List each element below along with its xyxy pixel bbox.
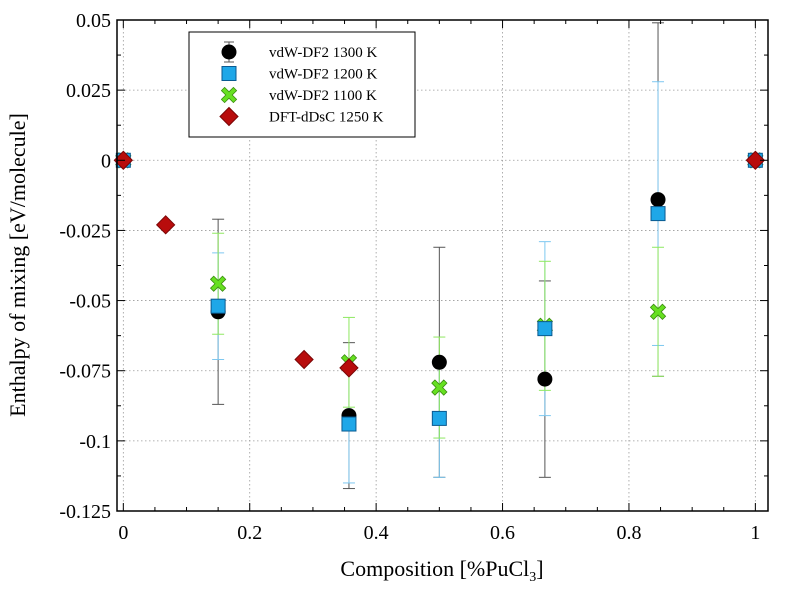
legend-marker xyxy=(221,66,237,81)
data-point xyxy=(431,354,447,370)
x-axis-label-end: ] xyxy=(536,556,543,581)
axis-ticks xyxy=(117,19,768,512)
legend-marker xyxy=(219,106,239,127)
legend-marker xyxy=(221,44,237,60)
data-markers xyxy=(113,150,766,432)
data-point xyxy=(294,349,314,370)
x-axis-label-main: Composition [%PuCl xyxy=(340,556,529,581)
data-point xyxy=(650,206,666,222)
x-axis-label: Composition [%PuCl3] xyxy=(340,556,543,585)
y-tick-label: 0 xyxy=(101,150,111,172)
data-point xyxy=(210,298,226,314)
legend-marker xyxy=(220,86,238,104)
data-point xyxy=(745,150,766,170)
data-point xyxy=(431,379,448,396)
x-tick-label: 0.6 xyxy=(490,522,515,544)
legend-label: vdW-DF2 1100 K xyxy=(269,88,377,104)
x-tick-label: 0.8 xyxy=(616,522,641,544)
x-tick-label: 1 xyxy=(750,522,760,544)
x-tick-label: 0 xyxy=(118,522,128,544)
x-tick-label: 0.2 xyxy=(237,522,262,544)
tick-labels: 0 0.2 0.4 0.6 0.8 1 0.05 0.025 0 -0.025 -0.05 -0.07… xyxy=(59,10,760,544)
legend-label: vdW-DF2 1300 K xyxy=(269,45,378,61)
y-tick-label: -0.025 xyxy=(59,220,111,242)
data-point xyxy=(431,410,447,426)
y-tick-label: 0.05 xyxy=(76,10,111,32)
data-point xyxy=(155,215,176,235)
x-axis-label-subscript: 3 xyxy=(529,570,536,585)
y-tick-label: -0.1 xyxy=(79,431,111,453)
y-tick-label: -0.05 xyxy=(69,291,111,313)
y-tick-label: -0.075 xyxy=(59,361,111,383)
data-point xyxy=(650,192,666,208)
grid xyxy=(117,20,768,511)
data-point xyxy=(209,275,227,292)
y-tick-label: 0.025 xyxy=(66,80,111,102)
x-tick-label: 0.4 xyxy=(364,522,389,544)
data-point xyxy=(537,371,553,387)
y-tick-label: -0.125 xyxy=(59,501,111,523)
data-point xyxy=(341,416,357,432)
y-axis-label: Enthalpy of mixing [eV/molecule] xyxy=(5,113,30,417)
data-point xyxy=(649,303,667,320)
legend-label: DFT-dDsC 1250 K xyxy=(269,110,384,126)
data-point xyxy=(537,321,553,337)
data-point xyxy=(339,358,359,378)
legend: vdW-DF2 1300 K vdW-DF2 1200 K vdW-DF2 1100… xyxy=(188,31,416,138)
legend-label: vdW-DF2 1200 K xyxy=(269,67,378,83)
